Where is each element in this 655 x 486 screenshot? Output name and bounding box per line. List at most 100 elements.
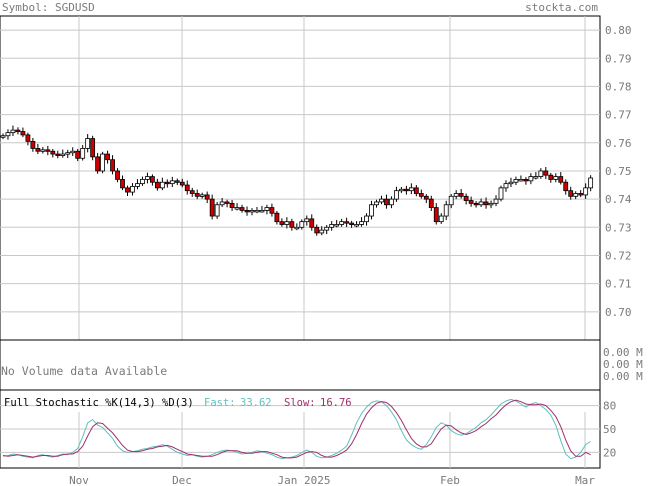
candle bbox=[443, 200, 449, 220]
candle bbox=[204, 191, 210, 204]
candle bbox=[428, 195, 434, 211]
x-tick-label: Jan 2025 bbox=[278, 474, 331, 486]
candle bbox=[214, 201, 220, 219]
candle bbox=[15, 127, 21, 135]
candle bbox=[558, 172, 564, 185]
price-tick-label: 0.79 bbox=[605, 52, 632, 65]
candle bbox=[209, 194, 215, 220]
candle bbox=[488, 200, 494, 209]
candle bbox=[548, 172, 554, 183]
candle bbox=[120, 175, 125, 191]
candle bbox=[359, 217, 364, 227]
stoch-tick-label: 50 bbox=[603, 423, 616, 436]
price-tick-label: 0.76 bbox=[605, 137, 632, 150]
candle bbox=[418, 189, 424, 199]
candle bbox=[269, 203, 275, 217]
candle bbox=[115, 168, 120, 183]
candle bbox=[493, 195, 499, 207]
candle bbox=[179, 178, 185, 188]
candles bbox=[0, 125, 594, 236]
candle bbox=[344, 217, 350, 228]
candle bbox=[0, 133, 6, 140]
candle bbox=[413, 185, 419, 197]
candle bbox=[60, 149, 66, 158]
candle bbox=[65, 149, 71, 158]
slow-label: Slow: bbox=[284, 397, 316, 409]
price-tick-label: 0.71 bbox=[605, 278, 632, 291]
candle bbox=[184, 180, 190, 195]
price-tick-label: 0.70 bbox=[605, 306, 632, 319]
volume-panel-frame bbox=[0, 339, 601, 391]
candle bbox=[40, 147, 46, 154]
candle bbox=[169, 176, 175, 188]
price-tick-label: 0.77 bbox=[605, 109, 632, 122]
candle bbox=[289, 218, 295, 231]
candle bbox=[389, 196, 394, 209]
candle bbox=[45, 145, 51, 156]
candle bbox=[423, 194, 429, 204]
candle bbox=[75, 148, 81, 162]
candle bbox=[379, 195, 384, 205]
candle bbox=[5, 129, 11, 140]
candle bbox=[543, 167, 549, 180]
candle bbox=[294, 223, 300, 231]
candle bbox=[154, 178, 160, 191]
x-tick-label: Feb bbox=[440, 474, 460, 486]
candle bbox=[90, 135, 96, 161]
candle bbox=[95, 152, 101, 174]
stoch-tick-label: 80 bbox=[603, 400, 616, 413]
candle bbox=[478, 198, 484, 208]
candle bbox=[448, 194, 454, 209]
candle bbox=[553, 173, 559, 183]
candle bbox=[518, 175, 524, 182]
candle bbox=[10, 125, 16, 137]
candle bbox=[374, 199, 379, 208]
volume-tick-2: 0.00 M bbox=[603, 358, 643, 371]
candle bbox=[398, 187, 404, 193]
slow-d-line bbox=[2, 399, 591, 459]
candle bbox=[319, 226, 325, 236]
candle bbox=[533, 172, 539, 180]
price-tick-label: 0.72 bbox=[605, 249, 632, 262]
candle bbox=[498, 185, 504, 202]
candle bbox=[339, 218, 345, 227]
candle bbox=[463, 193, 469, 205]
candle bbox=[55, 150, 61, 159]
slow-value: 16.76 bbox=[320, 397, 352, 409]
x-tick-label: Mar bbox=[575, 474, 595, 486]
candle bbox=[309, 214, 315, 231]
stochastic-y-axis: 80 50 20 bbox=[603, 400, 616, 460]
price-tick-label: 0.73 bbox=[605, 221, 632, 234]
candle bbox=[244, 206, 250, 216]
candle bbox=[80, 145, 86, 161]
candle bbox=[189, 187, 195, 197]
candle bbox=[229, 199, 235, 211]
volume-tick-3: 0.00 M bbox=[603, 370, 643, 383]
candle bbox=[130, 183, 135, 196]
candle bbox=[164, 179, 170, 188]
stochastic-panel: 80 50 20 Full Stochastic %K(14,3) %D(3) Fa… bbox=[0, 389, 616, 469]
candle bbox=[563, 179, 569, 195]
symbol-label: Symbol: SGDUSD bbox=[2, 1, 95, 14]
candle bbox=[125, 185, 130, 197]
candle bbox=[483, 197, 489, 209]
candle bbox=[234, 203, 240, 211]
candle bbox=[438, 213, 444, 224]
candle bbox=[274, 210, 280, 225]
candle bbox=[523, 177, 529, 185]
candle bbox=[20, 127, 26, 138]
candle bbox=[254, 207, 260, 214]
volume-panel: No Volume data Available 0.00 M 0.00 M 0… bbox=[0, 339, 643, 391]
candle bbox=[394, 186, 399, 202]
site-label[interactable]: stockta.com bbox=[525, 1, 598, 14]
candle bbox=[503, 180, 509, 192]
candle bbox=[369, 200, 374, 220]
candle bbox=[224, 199, 230, 208]
candle bbox=[140, 176, 145, 186]
candle bbox=[364, 213, 369, 226]
candle bbox=[508, 177, 514, 188]
candle bbox=[334, 219, 340, 228]
candle bbox=[403, 185, 409, 195]
candle bbox=[573, 191, 579, 200]
